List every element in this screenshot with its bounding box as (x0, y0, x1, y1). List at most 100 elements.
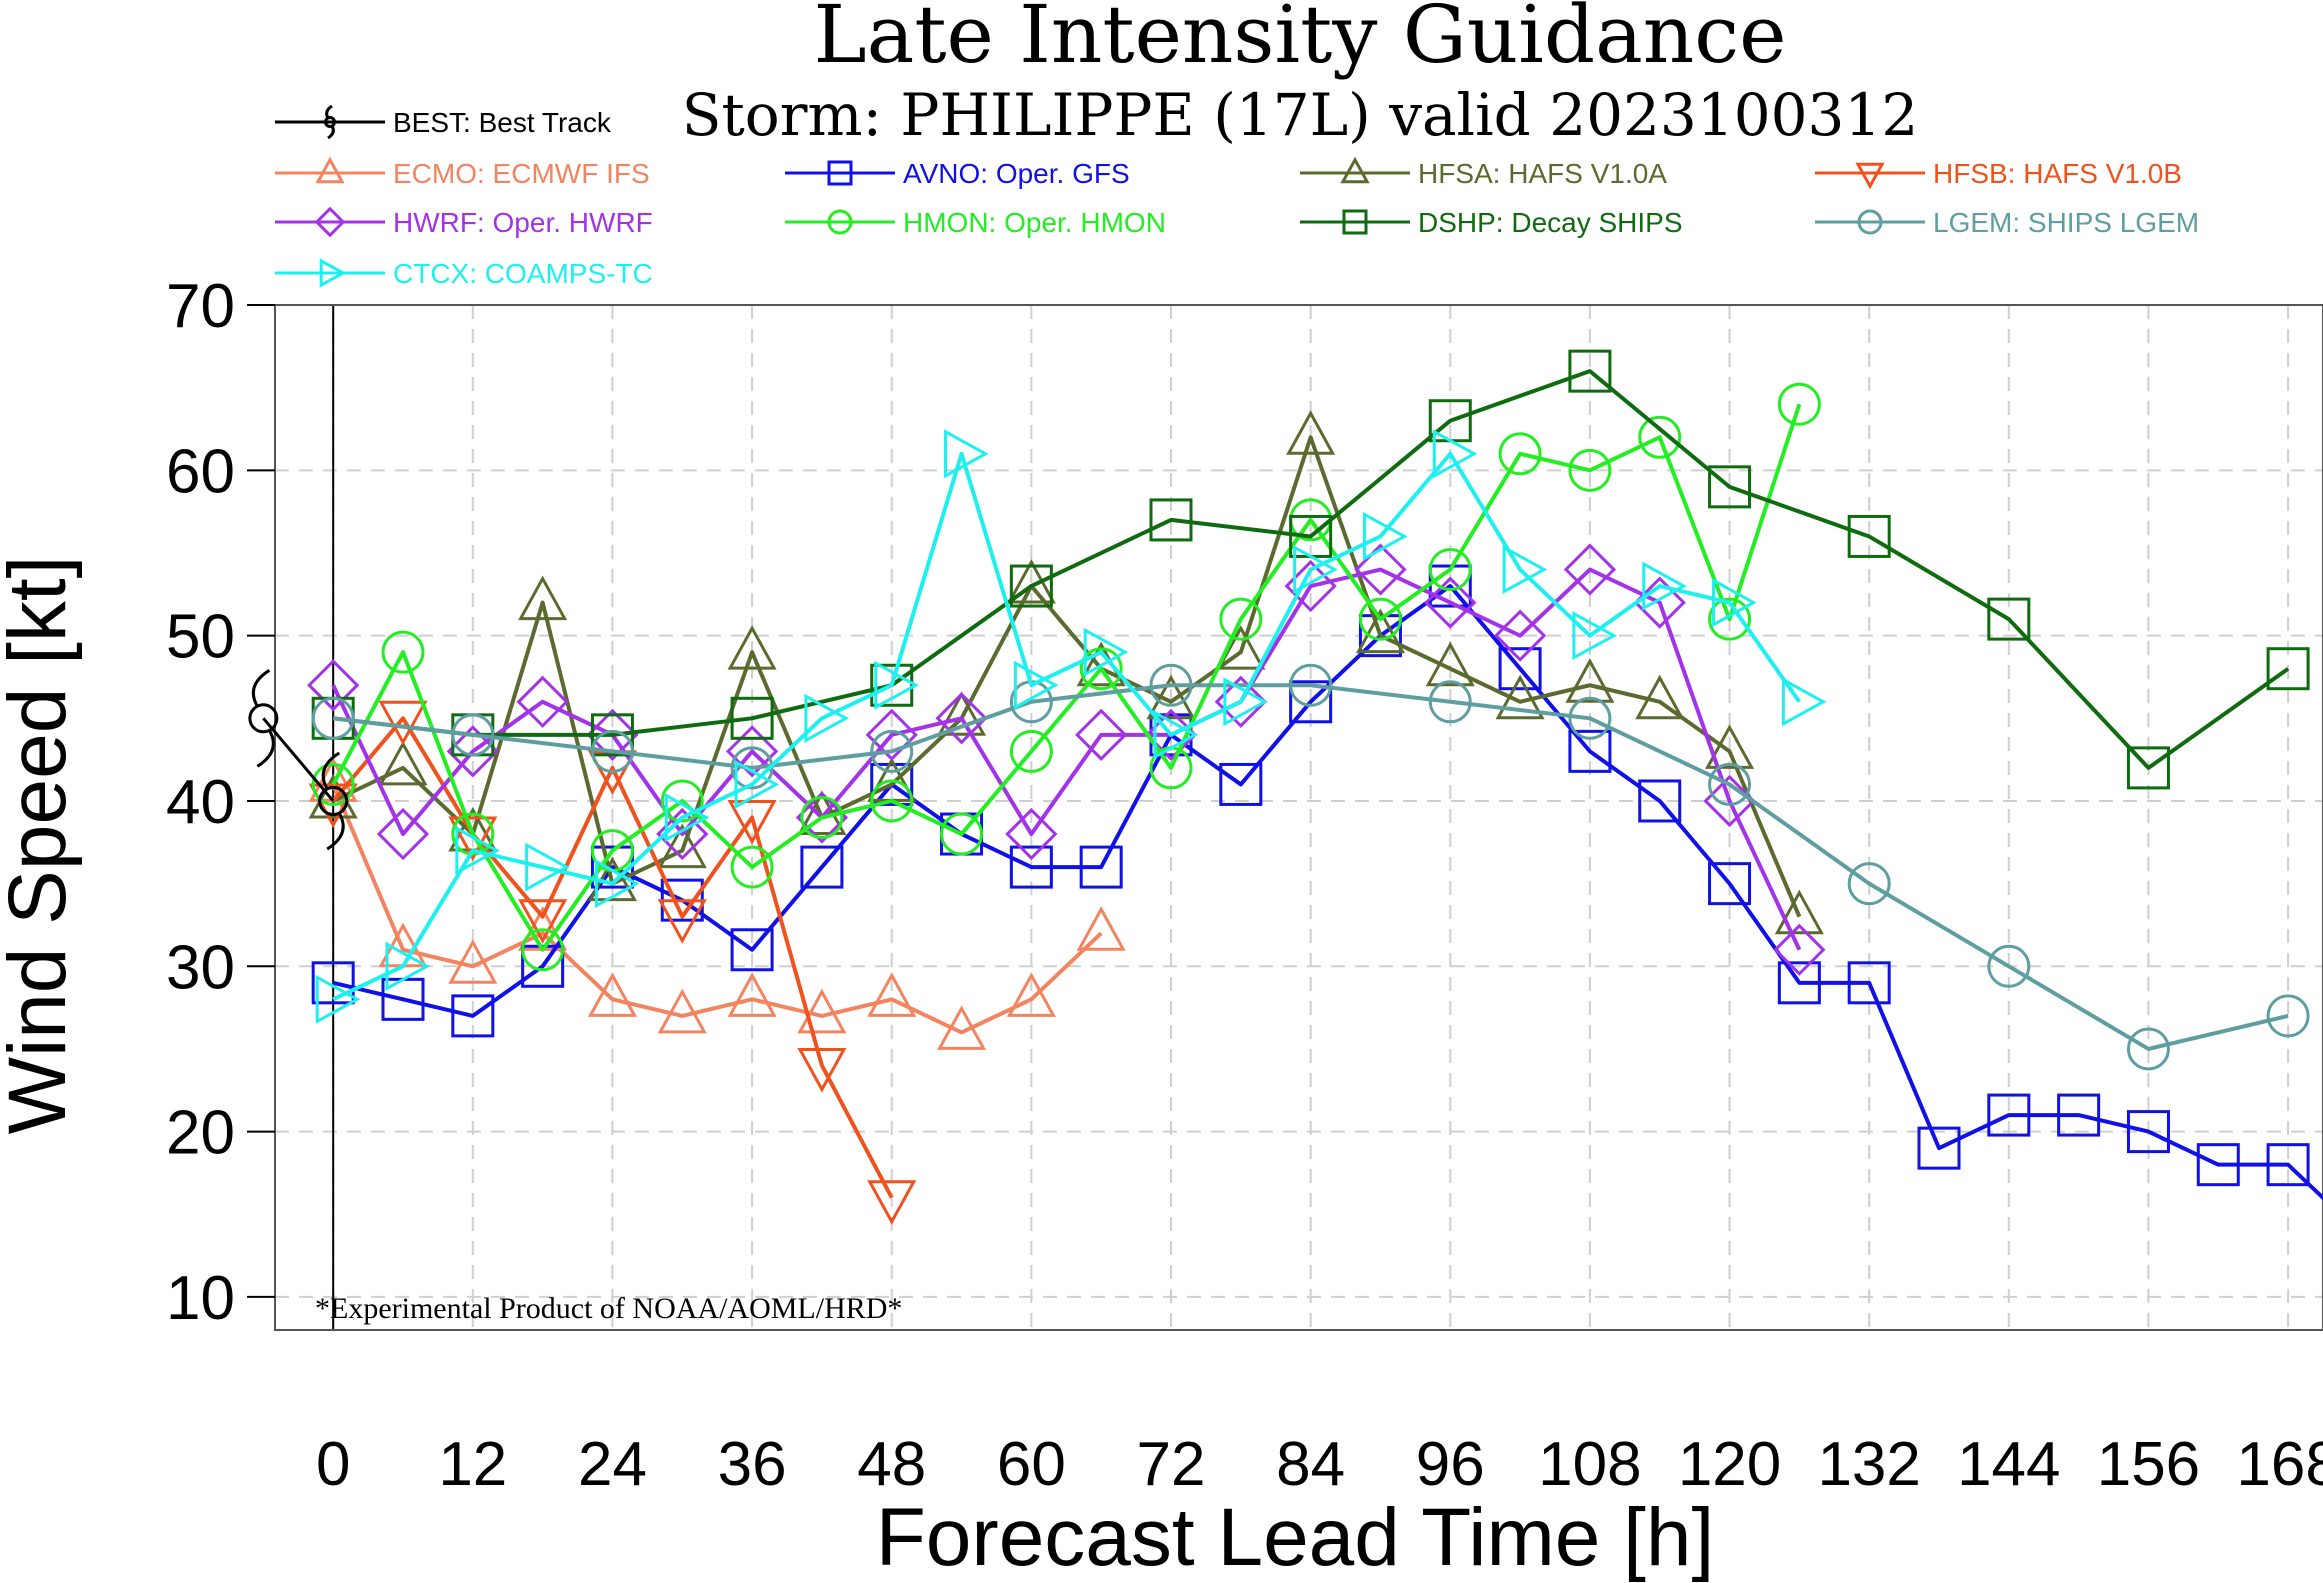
data-point (797, 1047, 847, 1093)
data-point (1708, 465, 1752, 509)
legend-item: HMON: Oper. HMON (785, 207, 1166, 238)
data-point (1223, 677, 1268, 727)
x-axis-ticks: 0 12 24 36 48 60 72 84 96 108 120 132 144 156 168 (316, 1430, 2323, 1499)
data-point (1777, 382, 1821, 426)
data-point (525, 842, 570, 892)
data-point (1774, 889, 1824, 935)
data-point (311, 961, 355, 1005)
data-point (518, 575, 568, 621)
best-track-point (248, 669, 279, 768)
data-point (1076, 906, 1126, 951)
legend-label: ECMO: ECMWF IFS (393, 158, 650, 189)
series-layer (307, 349, 2323, 1225)
data-point (1635, 674, 1685, 720)
legend-item: CTCX: COAMPS-TC (275, 258, 653, 289)
x-tick-label: 72 (1137, 1430, 1206, 1499)
data-point (1219, 597, 1263, 641)
data-point (1219, 762, 1263, 806)
x-tick-label: 108 (1538, 1430, 1641, 1499)
hurricane-arm (327, 125, 335, 140)
data-point (1568, 349, 1612, 393)
data-point (385, 941, 431, 991)
data-point (1428, 548, 1472, 592)
legend-label: HWRF: Oper. HWRF (393, 207, 653, 238)
data-point (319, 258, 347, 288)
legend-item: LGEM: SHIPS LGEM (1815, 207, 2199, 238)
data-point (451, 994, 495, 1038)
data-point (314, 206, 346, 238)
hurricane-arm (325, 104, 333, 119)
data-point (1009, 564, 1053, 608)
data-point (1855, 162, 1885, 190)
data-point (1340, 156, 1370, 184)
data-point (797, 988, 847, 1034)
data-point (660, 779, 704, 823)
data-point (1079, 647, 1123, 691)
data-point (1568, 448, 1612, 492)
data-point (1568, 696, 1612, 740)
x-tick-label: 24 (578, 1430, 647, 1499)
hurricane-arm (321, 751, 341, 790)
data-point (1013, 660, 1059, 710)
data-point (1987, 1093, 2031, 1137)
data-point (1006, 972, 1056, 1017)
data-point (378, 740, 428, 786)
x-tick-label: 84 (1276, 1430, 1345, 1499)
data-point (1358, 597, 1402, 641)
y-tick-label: 10 (166, 1264, 235, 1333)
data-point (516, 675, 569, 728)
x-tick-label: 144 (1957, 1430, 2060, 1499)
data-point (870, 729, 914, 773)
legend-label: CTCX: COAMPS-TC (393, 258, 653, 289)
data-point (657, 988, 707, 1034)
y-tick-label: 20 (166, 1099, 235, 1168)
data-point (1565, 658, 1615, 703)
data-point (381, 630, 425, 674)
data-point (315, 974, 361, 1024)
data-point (800, 845, 844, 889)
series-line (332, 435, 1802, 918)
series-lgem (311, 663, 2310, 1071)
data-point (1638, 779, 1682, 823)
plot-frame (274, 304, 2323, 1331)
legend-label: HFSB: HAFS V1.0B (1933, 158, 2182, 189)
best-track-point (318, 751, 349, 851)
series-hmon (311, 382, 1821, 972)
x-tick-label: 12 (438, 1430, 507, 1499)
data-point (1498, 432, 1542, 476)
data-point (1293, 544, 1338, 595)
data-point (1987, 597, 2031, 641)
data-point (1286, 410, 1336, 455)
data-point (590, 713, 634, 757)
x-tick-label: 60 (997, 1430, 1066, 1499)
data-point (865, 708, 918, 761)
legend-label: BEST: Best Track (393, 107, 612, 138)
data-point (657, 899, 707, 944)
data-point (1493, 609, 1547, 662)
data-point (1495, 674, 1545, 720)
data-point (874, 660, 919, 710)
x-tick-label: 132 (1817, 1430, 1920, 1499)
data-point (870, 663, 914, 707)
x-tick-label: 48 (857, 1430, 926, 1499)
data-point (727, 800, 777, 845)
data-point (1703, 774, 1756, 828)
series-line (332, 451, 1801, 1002)
data-point (795, 791, 849, 844)
data-point (1642, 561, 1687, 611)
legend-item: HWRF: Oper. HWRF (275, 206, 653, 238)
data-point (308, 773, 358, 819)
data-point (1777, 961, 1821, 1005)
footnote: *Experimental Product of NOAA/AOML/HRD* (315, 1292, 902, 1325)
best-track-line (262, 717, 335, 802)
data-point (1009, 845, 1053, 889)
x-axis-label: Forecast Lead Time [h] (876, 1492, 1715, 1583)
data-point (1289, 663, 1333, 707)
data-point (940, 812, 984, 856)
y-axis-label: Wind Speed [kt] (0, 556, 83, 1135)
data-point (1563, 543, 1617, 596)
data-point (1079, 845, 1123, 889)
data-point (2266, 1143, 2310, 1187)
data-point (1502, 544, 1548, 595)
data-point (827, 160, 853, 186)
